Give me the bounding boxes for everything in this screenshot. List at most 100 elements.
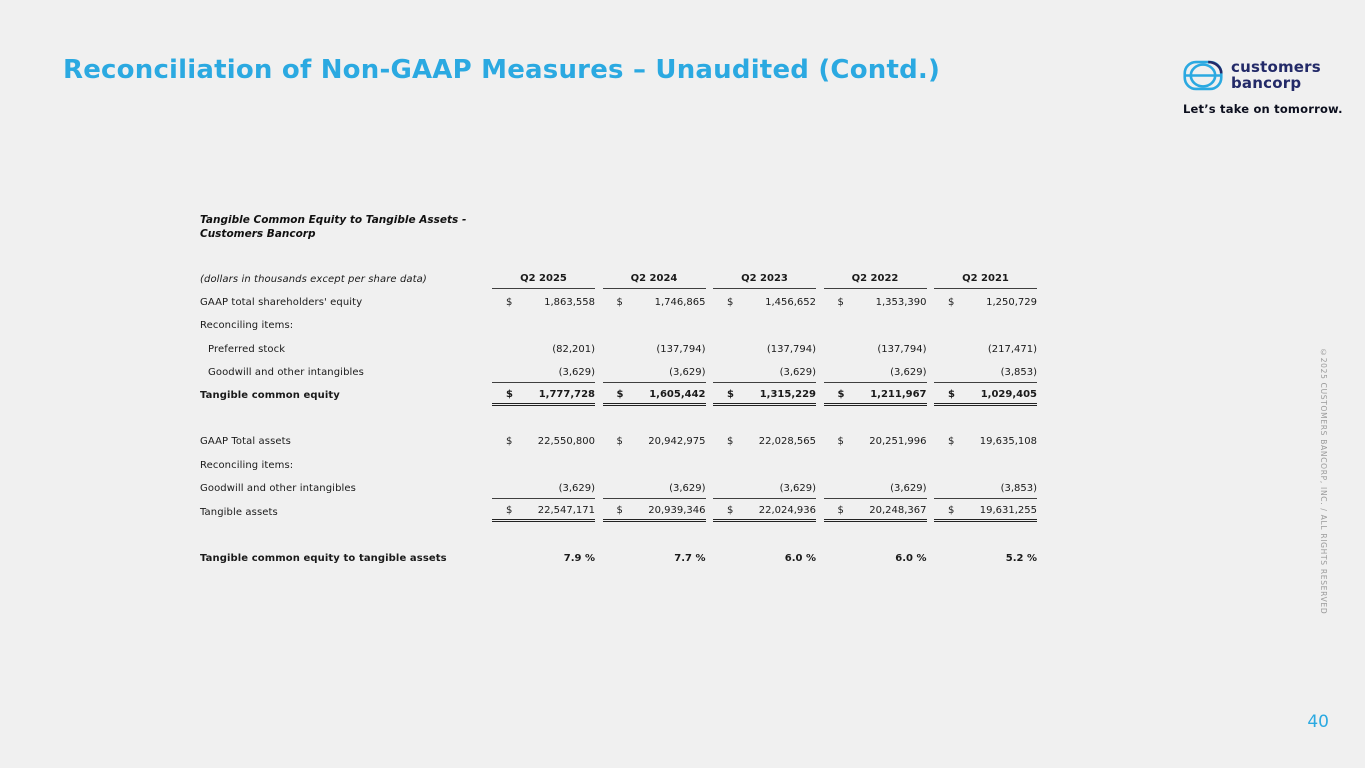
row-label: Reconciling items: <box>200 459 294 471</box>
dollar-sign: $ <box>506 388 513 400</box>
value: 1,863,558 <box>544 296 595 308</box>
table-row: Goodwill and other intangibles (3,629) (3,… <box>200 477 1045 500</box>
dollar-sign: $ <box>506 436 513 448</box>
value-cell: 6.0 % <box>824 548 927 568</box>
section-spacer <box>200 524 1045 547</box>
value: 6.0 % <box>895 552 927 564</box>
value-cell: (3,629) <box>602 363 706 383</box>
table-row: Preferred stock (82,201) (137,794) (137,794… <box>200 338 1045 361</box>
value: 6.0 % <box>784 552 816 564</box>
logo-tagline: Let’s take on tomorrow. <box>1183 102 1343 116</box>
value-cell: $20,939,346 <box>602 502 706 523</box>
table-row: Reconciling items: <box>200 454 1045 477</box>
value-cell: $1,863,558 <box>492 292 595 312</box>
value: (3,629) <box>890 482 927 494</box>
value: (3,629) <box>669 366 706 378</box>
dollar-sign: $ <box>948 296 955 308</box>
dollar-sign: $ <box>948 388 955 400</box>
value-cell: $1,746,865 <box>603 292 706 312</box>
value-cell: (3,629) <box>492 479 595 499</box>
value: (82,201) <box>552 343 595 355</box>
row-label: Reconciling items: <box>200 320 294 332</box>
value: (137,794) <box>877 343 927 355</box>
value-cell: (3,629) <box>602 479 706 499</box>
logo-wordmark: customers bancorp <box>1231 58 1321 92</box>
value-cell: $19,631,255 <box>934 502 1037 523</box>
row-label: Goodwill and other intangibles <box>200 483 356 495</box>
column-header: Q2 2025 <box>492 273 595 289</box>
value: 1,353,390 <box>875 296 927 308</box>
column-header: Q2 2024 <box>602 273 706 289</box>
dollar-sign: $ <box>837 296 844 308</box>
page-title: Reconciliation of Non-GAAP Measures – Un… <box>63 55 941 85</box>
value-cell: (3,629) <box>713 479 816 499</box>
value-cell: (3,629) <box>823 479 927 499</box>
dollar-sign: $ <box>616 296 623 308</box>
value-cell: 6.0 % <box>713 548 816 568</box>
value: 20,939,346 <box>648 505 706 517</box>
value: 1,746,865 <box>654 296 706 308</box>
value: (3,853) <box>1000 366 1037 378</box>
value: 1,250,729 <box>986 296 1037 308</box>
value: 7.9 % <box>563 552 595 564</box>
row-label: Tangible common equity to tangible asset… <box>200 552 447 564</box>
table-row: Reconciling items: <box>200 314 1045 337</box>
value-cell: $1,777,728 <box>492 386 595 406</box>
row-label: Goodwill and other intangibles <box>208 367 364 379</box>
value: (3,629) <box>779 482 816 494</box>
table-body: (dollars in thousands except per share d… <box>200 268 1045 570</box>
value: 1,029,405 <box>980 388 1037 400</box>
table-row: Tangible common equity $1,777,728 $1,605,4… <box>200 384 1045 407</box>
value-cell: (3,629) <box>492 363 595 383</box>
value: 22,550,800 <box>537 436 595 448</box>
value-cell: $20,251,996 <box>824 432 927 452</box>
dollar-sign: $ <box>506 505 513 517</box>
value: 1,211,967 <box>870 388 927 400</box>
table-title: Tangible Common Equity to Tangible Asset… <box>200 214 467 240</box>
value: 19,631,255 <box>979 505 1037 517</box>
dollar-sign: $ <box>948 505 955 517</box>
value-cell: $20,248,367 <box>823 502 927 523</box>
logo-lockup: customers bancorp <box>1183 58 1343 92</box>
value-cell: (137,794) <box>713 339 816 359</box>
dollar-sign: $ <box>616 505 623 517</box>
row-label: GAAP Total assets <box>200 436 291 448</box>
value: 20,942,975 <box>648 436 706 448</box>
dollar-sign: $ <box>506 296 513 308</box>
value: (3,629) <box>558 366 595 378</box>
table-row: Tangible common equity to tangible asset… <box>200 546 1045 569</box>
value-cell: 7.7 % <box>603 548 705 568</box>
value-cell: $22,028,565 <box>713 432 816 452</box>
column-header: Q2 2023 <box>713 273 816 289</box>
value-cell: 7.9 % <box>492 548 595 568</box>
value: (137,794) <box>656 343 706 355</box>
row-label: GAAP total shareholders' equity <box>200 296 363 308</box>
row-label: Tangible assets <box>200 506 278 518</box>
logo-wordmark-line2: bancorp <box>1231 73 1302 92</box>
value-cell: $20,942,975 <box>603 432 706 452</box>
value-cell: (3,853) <box>934 363 1037 383</box>
value-cell: $1,211,967 <box>823 386 927 406</box>
value: (3,629) <box>890 366 927 378</box>
value: 1,777,728 <box>538 388 595 400</box>
value: 20,251,996 <box>869 436 927 448</box>
table-row: Tangible assets $22,547,171 $20,939,346 $22… <box>200 500 1045 523</box>
value-cell: $1,250,729 <box>934 292 1037 312</box>
row-label: Tangible common equity <box>200 390 340 402</box>
value-cell: $22,550,800 <box>492 432 595 452</box>
value: (3,853) <box>1000 482 1037 494</box>
dollar-sign: $ <box>837 388 845 400</box>
table-row: GAAP total shareholders' equity $1,863,55… <box>200 291 1045 314</box>
dollar-sign: $ <box>837 436 844 448</box>
value: 22,024,936 <box>758 505 816 517</box>
table-row: Goodwill and other intangibles (3,629) (3,… <box>200 361 1045 384</box>
logo-wordmark-line1: customers <box>1231 58 1321 77</box>
value-cell: $19,635,108 <box>934 432 1037 452</box>
value-cell: (137,794) <box>603 339 706 359</box>
table-row: GAAP Total assets $22,550,800 $20,942,975 $… <box>200 430 1045 453</box>
value-cell: $22,547,171 <box>492 502 595 523</box>
row-label: Preferred stock <box>208 343 286 355</box>
dollar-sign: $ <box>727 436 734 448</box>
value-cell: $1,605,442 <box>602 386 706 406</box>
value-cell: (3,629) <box>823 363 927 383</box>
